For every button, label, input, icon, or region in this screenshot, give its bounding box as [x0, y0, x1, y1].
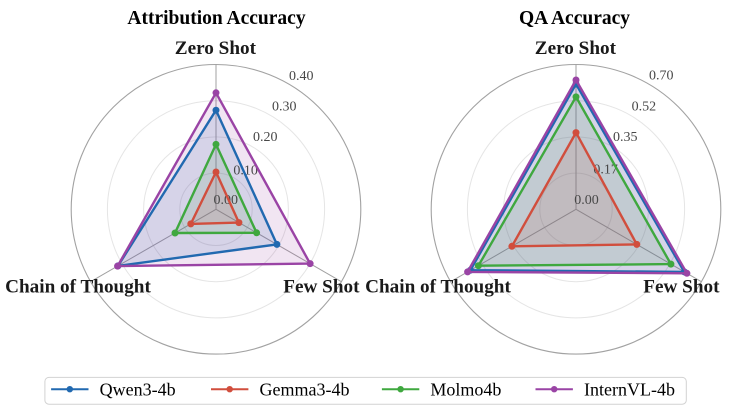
svg-text:Qwen3-4b: Qwen3-4b — [100, 379, 176, 399]
svg-text:0.20: 0.20 — [253, 130, 278, 145]
svg-text:0.10: 0.10 — [233, 163, 258, 178]
svg-text:Molmo4b: Molmo4b — [430, 379, 501, 399]
svg-text:Few Shot: Few Shot — [283, 277, 360, 298]
svg-text:QA Accuracy: QA Accuracy — [519, 8, 630, 29]
svg-text:0.52: 0.52 — [632, 100, 657, 115]
svg-text:0.30: 0.30 — [272, 99, 297, 114]
svg-text:InternVL-4b: InternVL-4b — [584, 379, 675, 399]
svg-text:Zero Shot: Zero Shot — [175, 38, 257, 59]
svg-text:0.00: 0.00 — [574, 193, 599, 208]
svg-text:Attribution Accuracy: Attribution Accuracy — [127, 8, 305, 29]
svg-text:Chain of Thought: Chain of Thought — [365, 277, 511, 298]
svg-text:Zero Shot: Zero Shot — [535, 38, 617, 59]
svg-text:0.70: 0.70 — [649, 69, 674, 84]
svg-text:0.35: 0.35 — [613, 130, 638, 145]
svg-text:Chain of Thought: Chain of Thought — [5, 277, 151, 298]
svg-text:0.40: 0.40 — [289, 69, 314, 84]
svg-text:Gemma3-4b: Gemma3-4b — [260, 379, 350, 399]
svg-text:Few Shot: Few Shot — [643, 277, 720, 298]
